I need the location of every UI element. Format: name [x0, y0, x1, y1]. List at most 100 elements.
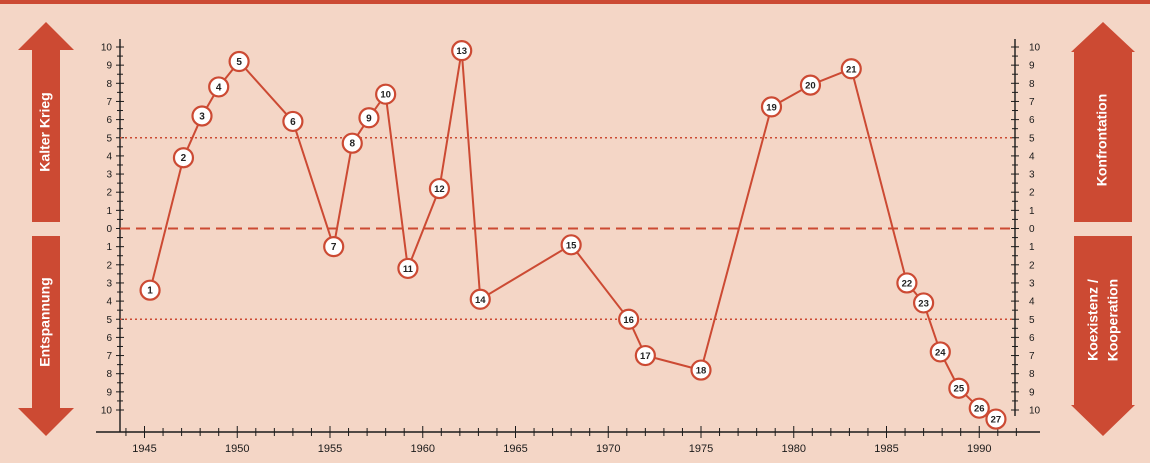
- left-y-tick-label: 8: [106, 79, 112, 90]
- right-y-tick-label: 6: [1029, 333, 1035, 344]
- data-point-14: 14: [469, 288, 491, 310]
- data-point-marker: [634, 344, 656, 367]
- right-arrow-up: Konfrontation: [1071, 22, 1135, 222]
- right-y-tick-label: 2: [1029, 260, 1035, 271]
- data-point-marker: [985, 408, 1007, 430]
- data-point-11: 11: [397, 257, 419, 280]
- data-point-label: 18: [696, 366, 707, 377]
- data-point-marker: [948, 377, 970, 399]
- point-markers: 1234567891011121314151617181920212223242…: [139, 40, 1007, 430]
- right-y-tick-label: 7: [1029, 97, 1035, 108]
- data-point-label: 6: [290, 117, 296, 128]
- right-y-tick-label: 3: [1029, 278, 1035, 289]
- right-y-tick-label: 3: [1029, 170, 1035, 181]
- right-y-tick-label: 2: [1029, 188, 1035, 199]
- label-kooperation: Kooperation: [1105, 279, 1121, 361]
- left-y-tick-label: 1: [106, 206, 112, 217]
- x-tick-label: 1955: [318, 443, 342, 455]
- data-point-15: 15: [560, 234, 582, 256]
- data-point-label: 2: [181, 153, 187, 164]
- right-y-tick-label: 4: [1029, 297, 1035, 308]
- data-point-label: 15: [566, 240, 577, 251]
- data-point-marker: [760, 96, 783, 118]
- left-y-tick-label: 5: [106, 133, 112, 144]
- left-y-tick-label: 7: [106, 351, 112, 362]
- data-point-label: 26: [974, 404, 985, 415]
- data-point-marker: [428, 177, 451, 200]
- data-point-marker: [690, 359, 712, 381]
- data-point-label: 14: [475, 295, 486, 306]
- data-point-23: 23: [912, 292, 935, 314]
- data-point-18: 18: [690, 359, 712, 381]
- data-point-4: 4: [208, 76, 230, 98]
- x-tick-label: 1985: [874, 443, 898, 455]
- data-point-label: 7: [331, 242, 337, 253]
- data-point-marker: [968, 397, 990, 419]
- arrow-down-shape: [18, 236, 74, 436]
- data-point-marker: [139, 279, 161, 301]
- right-y-tick-label: 5: [1029, 315, 1035, 326]
- right-y-tick-label: 5: [1029, 133, 1035, 144]
- right-y-tick-label: 10: [1029, 406, 1041, 417]
- data-point-label: 10: [380, 90, 391, 101]
- right-y-tick-label: 4: [1029, 151, 1035, 162]
- data-point-marker: [840, 58, 862, 80]
- data-point-marker: [191, 105, 213, 127]
- x-tick-label: 1990: [967, 443, 991, 455]
- data-point-label: 24: [935, 347, 946, 358]
- data-point-marker: [397, 257, 419, 280]
- arrow-up-shape-right: [1071, 22, 1135, 222]
- data-point-marker: [358, 107, 380, 129]
- data-point-marker: [912, 292, 935, 314]
- data-point-13: 13: [451, 40, 473, 62]
- data-point-label: 16: [623, 315, 634, 326]
- left-arrow-up: Kalter Krieg: [18, 22, 74, 222]
- left-y-tick-label: 2: [106, 188, 112, 199]
- right-y-tick-label: 6: [1029, 115, 1035, 126]
- label-koexistenz: Koexistenz /: [1085, 279, 1101, 361]
- right-y-tick-label: 7: [1029, 351, 1035, 362]
- right-arrow-down: Koexistenz / Kooperation: [1071, 236, 1135, 436]
- label-konfrontation: Konfrontation: [1094, 94, 1110, 187]
- data-point-20: 20: [799, 74, 822, 96]
- data-point-3: 3: [191, 105, 213, 127]
- left-y-tick-label: 9: [106, 61, 112, 72]
- left-y-tick-label: 3: [106, 278, 112, 289]
- left-y-tick-label: 4: [106, 297, 112, 308]
- data-point-16: 16: [618, 308, 640, 330]
- data-point-label: 17: [640, 351, 651, 362]
- left-y-tick-label: 0: [106, 224, 112, 235]
- data-point-26: 26: [968, 397, 990, 419]
- right-y-tick-label: 1: [1029, 242, 1035, 253]
- data-point-12: 12: [428, 177, 451, 200]
- data-point-label: 19: [766, 102, 777, 113]
- data-point-marker: [799, 74, 822, 96]
- data-point-label: 13: [456, 46, 467, 57]
- left-y-tick-label: 8: [106, 369, 112, 380]
- data-point-27: 27: [985, 408, 1007, 430]
- x-tick-label: 1950: [225, 443, 249, 455]
- left-y-tick-label: 4: [106, 151, 112, 162]
- data-point-2: 2: [172, 147, 195, 169]
- left-y-tick-label: 1: [106, 242, 112, 253]
- left-y-tick-label: 5: [106, 315, 112, 326]
- left-y-tick-label: 6: [106, 333, 112, 344]
- data-point-marker: [560, 234, 582, 256]
- data-point-label: 27: [991, 415, 1002, 426]
- data-point-marker: [228, 50, 250, 73]
- data-point-marker: [208, 76, 230, 98]
- data-point-17: 17: [634, 344, 656, 367]
- data-point-marker: [618, 308, 640, 330]
- right-y-tick-label: 10: [1029, 43, 1041, 54]
- data-point-label: 1: [147, 286, 153, 297]
- left-y-tick-label: 6: [106, 115, 112, 126]
- left-y-tick-label: 3: [106, 170, 112, 181]
- reference-lines: [120, 136, 1015, 321]
- data-point-1: 1: [139, 279, 161, 301]
- arrow-down-shape-right: [1071, 236, 1135, 436]
- data-point-10: 10: [375, 83, 397, 105]
- x-tick-label: 1970: [596, 443, 620, 455]
- data-point-label: 12: [434, 184, 445, 195]
